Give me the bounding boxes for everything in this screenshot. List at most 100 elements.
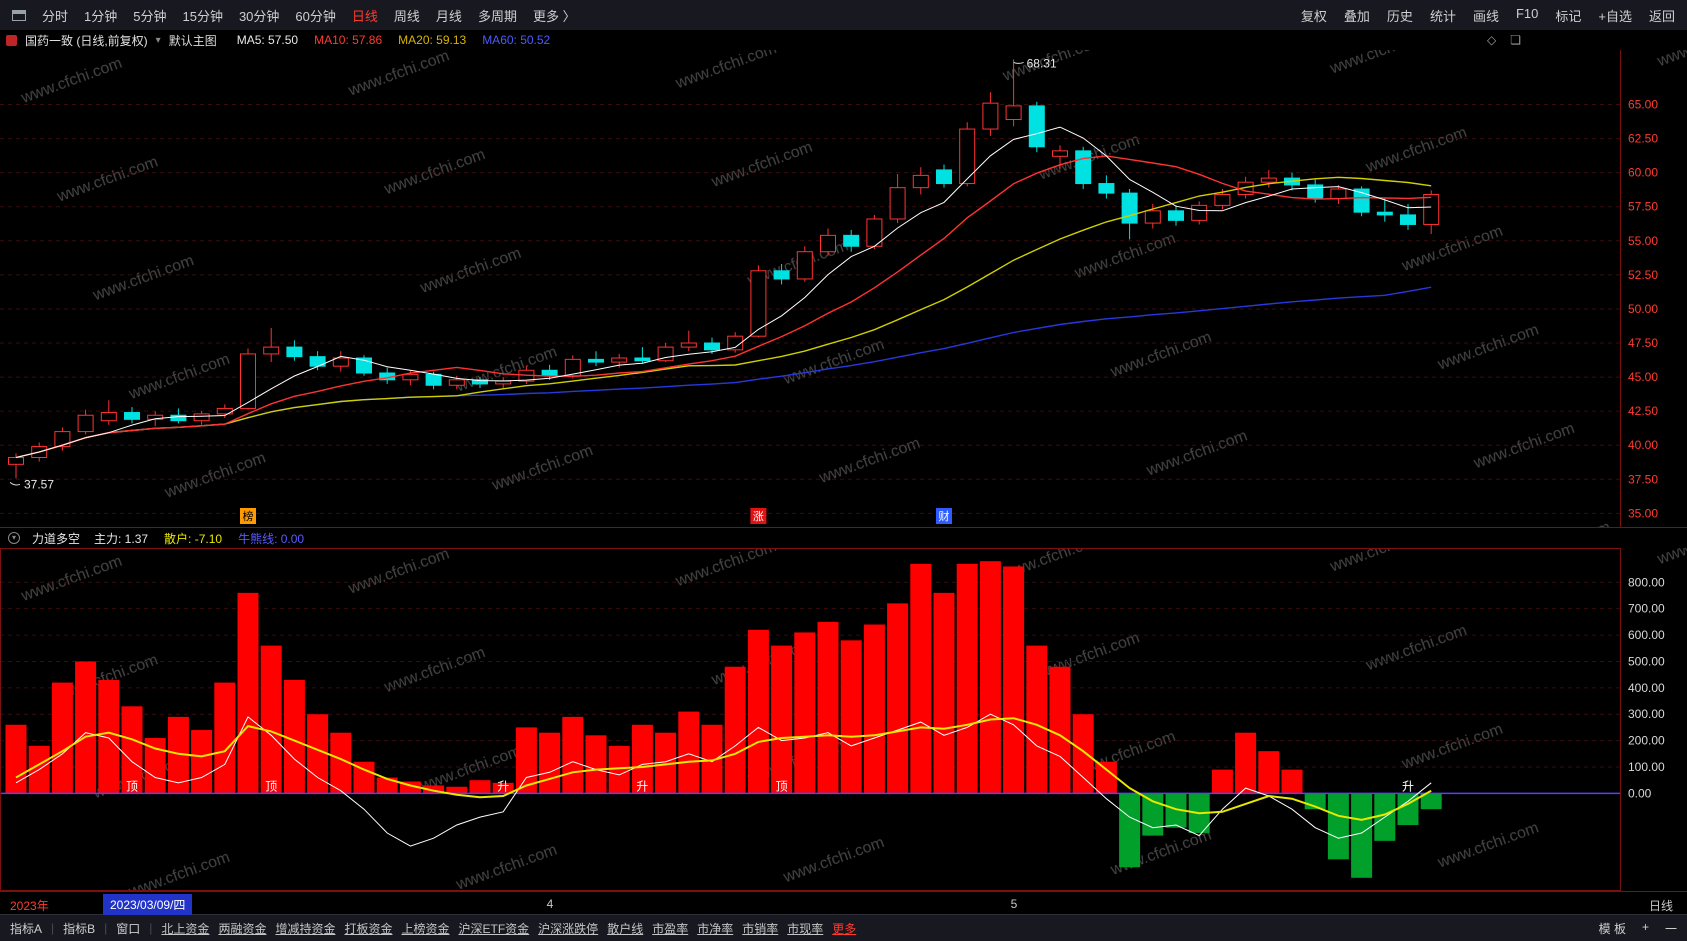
date-axis: 2023年 2023/03/09/四 日线 4 5 [0,891,1687,915]
period-label: 日线 [1648,899,1673,913]
indicator-tick-label: 200.00 [1628,734,1665,748]
main-chart-selector[interactable]: 默认主图 [168,33,217,48]
svg-text:榜: 榜 [243,509,254,523]
separator: | [149,921,153,935]
fund-link-3[interactable]: 打板资金 [344,921,393,936]
indicator-chart-svg[interactable]: www.cfchi.com800.00700.00600.00500.00400… [0,548,1687,891]
top-toolbar: 分时 1分钟 5分钟 15分钟 30分钟 60分钟 日线 周线 月线 多周期 更多 〉 复权 叠加历… [0,0,1687,30]
indicator-values: 主力: 1.37 散户: -7.10 牛熊线: 0.00 [94,530,304,547]
tool-button-2[interactable]: 历史 [1386,8,1413,24]
period-tab-9[interactable]: 多周期 [477,8,517,24]
tool-button-4[interactable]: 画线 [1472,8,1499,24]
price-tick-label: 60.00 [1628,166,1658,180]
ma-value-1: MA10: 57.86 [314,33,383,47]
price-tick-label: 47.50 [1628,336,1658,350]
month-marker-0: 4 [546,897,554,911]
ma-value-2: MA20: 59.13 [398,33,467,47]
indicator-tick-label: 800.00 [1628,575,1665,589]
fund-link-8[interactable]: 市盈率 [652,921,689,936]
indicator-value-2: 牛熊线: 0.00 [238,531,305,546]
template-controls: 模 板 + 一 [1599,920,1677,937]
diamond-icon[interactable]: ◇ [1487,33,1497,47]
ma20-line [15,176,1432,459]
selected-date-badge[interactable]: 2023/03/09/四 [103,894,193,915]
period-tab-0[interactable]: 分时 [42,8,69,24]
price-tick-label: 45.00 [1628,370,1658,384]
tool-button-0[interactable]: 复权 [1300,8,1327,24]
add-panel-button[interactable]: + [1641,919,1649,934]
fund-link-7[interactable]: 散户线 [607,921,644,936]
window-icon[interactable] [12,9,26,21]
period-tab-6[interactable]: 日线 [351,8,378,24]
price-tick-label: 57.50 [1628,200,1658,214]
fund-link-11[interactable]: 市现率 [787,921,824,936]
bottom-tab-1[interactable]: 指标B [63,921,96,936]
period-tab-7[interactable]: 周线 [393,8,420,24]
panel-icon[interactable]: ❏ [1510,33,1521,47]
chevron-down-icon: ▾ [155,34,161,46]
price-tick-label: 37.50 [1628,472,1658,486]
high-pointer [1013,61,1024,64]
indicator-value-1: 散户: -7.10 [164,531,223,546]
year-label: 2023年 [10,899,49,913]
ma-values: MA5: 57.50 MA10: 57.86 MA20: 59.13 MA60: 50… [237,33,551,47]
price-tick-label: 52.50 [1628,268,1658,282]
main-chart-svg[interactable]: www.cfchi.com65.0062.5060.0057.5055.0052… [0,50,1687,527]
histogram-layer [5,561,1442,878]
main-chart-panel: 国药一致 (日线,前复权) ▾ 默认主图 MA5: 57.50 MA10: 57.… [0,30,1687,527]
period-tabs: 分时 1分钟 5分钟 15分钟 30分钟 60分钟 日线 周线 月线 多周期 [42,6,517,25]
signal-label-1: 顶 [265,779,277,793]
collapse-icon[interactable]: ▾ [8,532,20,544]
fund-link-2[interactable]: 增减持资金 [275,921,336,936]
ma10-line [15,155,1432,459]
svg-text:涨: 涨 [753,510,764,523]
tool-button-7[interactable]: +自选 [1598,8,1632,24]
price-tick-label: 65.00 [1628,98,1658,112]
tool-button-8[interactable]: 返回 [1648,8,1675,24]
fund-link-9[interactable]: 市净率 [697,921,734,936]
more-periods-button[interactable]: 更多 〉 [532,8,576,24]
more-link[interactable]: 更多 [832,921,857,936]
period-tab-1[interactable]: 1分钟 [84,8,118,24]
tool-button-3[interactable]: 统计 [1429,8,1456,24]
signal-label-3: 升 [636,779,648,793]
template-button[interactable]: 模 板 [1598,921,1626,936]
indicator-tick-label: 700.00 [1628,602,1665,616]
period-tab-5[interactable]: 60分钟 [295,8,336,24]
fund-link-4[interactable]: 上榜资金 [401,921,450,936]
indicator-tick-label: 0.00 [1628,786,1652,800]
tool-button-5[interactable]: F10 [1515,5,1539,21]
watermark-layer [0,50,1687,527]
separator: | [51,921,55,935]
period-tab-2[interactable]: 5分钟 [133,8,167,24]
tool-button-6[interactable]: 标记 [1555,8,1582,24]
indicator-name[interactable]: 力道多空 [32,531,81,546]
toolbar-actions: 复权 叠加 历史 统计 画线 F10 标记 +自选 返回 [1301,6,1675,25]
candles-layer [8,59,1440,479]
event-marker-1[interactable] [750,508,767,524]
tool-button-1[interactable]: 叠加 [1343,8,1370,24]
fund-link-6[interactable]: 沪深涨跌停 [538,921,599,936]
month-marker-1: 5 [1010,897,1018,911]
period-tab-4[interactable]: 30分钟 [238,8,280,24]
fund-link-0[interactable]: 北上资金 [161,921,210,936]
signal-label-4: 顶 [776,779,788,793]
event-marker-2[interactable] [936,508,952,524]
ma5-line [15,126,1432,458]
period-tab-3[interactable]: 15分钟 [182,8,223,24]
indicator-tabs: 指标A | 指标B | 窗口 | [10,920,152,937]
event-marker-0[interactable] [240,508,256,524]
period-tab-8[interactable]: 月线 [435,8,462,24]
signal-label-0: 顶 [126,779,138,793]
low-pointer [9,481,21,486]
fund-link-1[interactable]: 两融资金 [218,921,267,936]
bottom-tab-2[interactable]: 窗口 [116,921,141,936]
fund-link-5[interactable]: 沪深ETF资金 [458,921,530,936]
remove-panel-button[interactable]: 一 [1664,921,1677,936]
indicator-header: ▾ 力道多空 主力: 1.37 散户: -7.10 牛熊线: 0.00 [0,528,1687,548]
period-group: 分时 1分钟 5分钟 15分钟 30分钟 60分钟 日线 周线 月线 多周期 更多 〉 [12,6,576,25]
bottom-tab-0[interactable]: 指标A [10,921,43,936]
fund-link-10[interactable]: 市销率 [742,921,779,936]
